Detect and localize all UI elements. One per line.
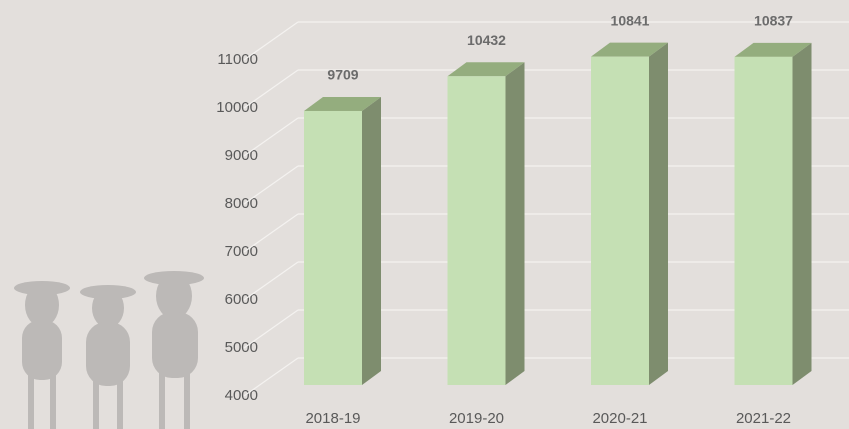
x-tick-label: 2019-20 bbox=[449, 410, 504, 427]
value-label: 10432 bbox=[467, 32, 506, 48]
y-tick-label: 9000 bbox=[225, 147, 258, 164]
bar-side bbox=[362, 96, 381, 385]
bar bbox=[591, 56, 649, 386]
grid-line bbox=[243, 165, 299, 205]
bar bbox=[447, 76, 506, 385]
value-label: 10841 bbox=[611, 12, 650, 28]
x-tick-label: 2020-21 bbox=[592, 410, 647, 427]
x-tick-label: 2018-19 bbox=[305, 410, 360, 427]
grid-line bbox=[243, 69, 299, 109]
value-label: 9709 bbox=[327, 67, 358, 83]
bar bbox=[304, 110, 362, 385]
bar bbox=[734, 56, 793, 385]
bar-side bbox=[792, 42, 812, 385]
grid-line bbox=[243, 357, 299, 397]
y-tick-label: 7000 bbox=[225, 243, 258, 260]
sheep-illustration bbox=[14, 271, 204, 429]
y-tick-label: 6000 bbox=[225, 291, 258, 308]
y-tick-label: 4000 bbox=[225, 387, 258, 404]
y-tick-label: 5000 bbox=[225, 339, 258, 356]
grid-line bbox=[243, 21, 299, 61]
grid-line bbox=[243, 213, 299, 253]
grid-line bbox=[243, 117, 299, 157]
grid-line bbox=[243, 309, 299, 349]
value-label: 10837 bbox=[754, 13, 793, 29]
y-tick-label: 11000 bbox=[217, 51, 258, 68]
x-tick-label: 2021-22 bbox=[736, 410, 791, 427]
y-tick-label: 10000 bbox=[216, 99, 258, 116]
bar-side bbox=[649, 42, 668, 386]
bar-top bbox=[734, 42, 812, 57]
bar-top bbox=[304, 96, 381, 111]
grid-line bbox=[243, 261, 299, 301]
bar-side bbox=[505, 62, 525, 385]
bar-top bbox=[447, 62, 525, 77]
y-tick-label: 8000 bbox=[225, 195, 258, 212]
bar-top bbox=[591, 42, 668, 57]
